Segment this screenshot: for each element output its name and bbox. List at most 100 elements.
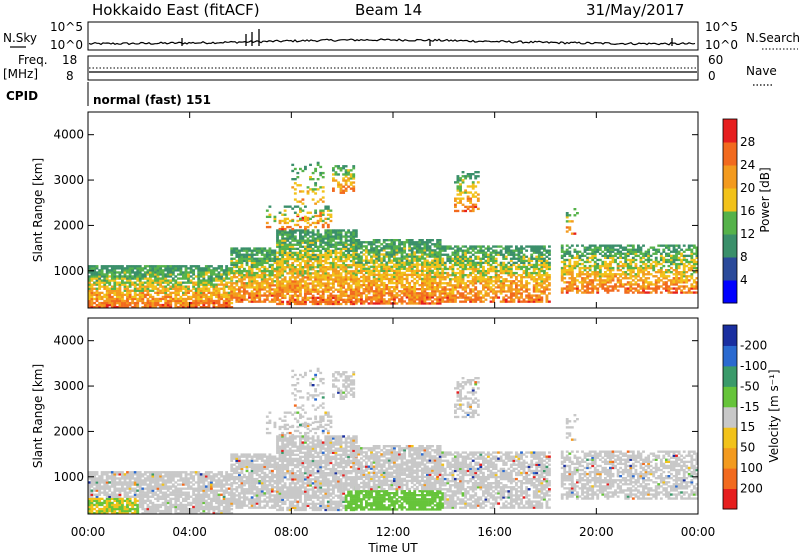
heatmap-cell [286, 246, 289, 248]
heatmap-cell [192, 300, 195, 302]
heatmap-cell [337, 260, 340, 262]
heatmap-cell [289, 282, 292, 284]
heatmap-cell [495, 266, 498, 268]
heatmap-cell [230, 264, 233, 266]
heatmap-cell [391, 243, 394, 245]
heatmap-cell [345, 231, 348, 233]
heatmap-cell [304, 264, 307, 266]
heatmap-cell [594, 247, 597, 249]
heatmap-cell [469, 252, 472, 254]
heatmap-cell [197, 298, 200, 300]
heatmap-cell [218, 277, 221, 279]
heatmap-cell [429, 272, 432, 274]
heatmap-cell [543, 262, 546, 264]
heatmap-cell [337, 248, 340, 250]
heatmap-cell [441, 258, 444, 260]
heatmap-cell [147, 290, 150, 292]
heatmap-cell [276, 268, 279, 270]
heatmap-cell [238, 250, 241, 252]
heatmap-cell [139, 275, 142, 277]
heatmap-cell [233, 270, 236, 272]
heatmap-cell [581, 285, 584, 287]
heatmap-cell [340, 268, 343, 270]
heatmap-cell [342, 266, 345, 268]
heatmap-cell [108, 294, 111, 296]
heatmap-cell [500, 254, 503, 256]
heatmap-cell [479, 282, 482, 284]
heatmap-cell [502, 299, 505, 301]
heatmap-cell [302, 303, 305, 305]
heatmap-cell [403, 292, 406, 294]
heatmap-cell [589, 253, 592, 255]
heatmap-cell [378, 280, 381, 282]
heatmap-cell [444, 294, 447, 296]
heatmap-cell [391, 274, 394, 276]
heatmap-cell [657, 281, 660, 283]
heatmap-cell [464, 252, 467, 254]
heatmap-cell [139, 265, 142, 267]
heatmap-cell [485, 278, 488, 280]
heatmap-cell [607, 277, 610, 279]
heatmap-cell [474, 256, 477, 258]
heatmap-cell [281, 274, 284, 276]
heatmap-cell [518, 247, 521, 249]
heatmap-cell [469, 262, 472, 264]
heatmap-cell [568, 259, 571, 261]
heatmap-cell [243, 276, 246, 278]
heatmap-cell [530, 266, 533, 268]
heatmap-cell [141, 275, 144, 277]
heatmap-cell [312, 188, 315, 190]
heatmap-cell [434, 274, 437, 276]
heatmap-cell [434, 253, 437, 255]
heatmap-cell [299, 246, 302, 248]
heatmap-cell [312, 268, 315, 270]
heatmap-cell [385, 268, 388, 270]
heatmap-cell [276, 237, 279, 239]
heatmap-cell [568, 251, 571, 253]
heatmap-cell [187, 292, 190, 294]
heatmap-cell [535, 252, 538, 254]
heatmap-cell [388, 253, 391, 255]
heatmap-cell [467, 264, 470, 266]
heatmap-cell [235, 250, 238, 252]
heatmap-cell [563, 251, 566, 253]
heatmap-cell [332, 231, 335, 233]
heatmap-cell [365, 247, 368, 249]
heatmap-cell [497, 276, 500, 278]
heatmap-cell [391, 298, 394, 300]
heatmap-cell [375, 241, 378, 243]
heatmap-cell [258, 252, 261, 254]
heatmap-cell [337, 272, 340, 274]
heatmap-cell [317, 235, 320, 237]
heatmap-cell [274, 288, 277, 290]
heatmap-cell [363, 276, 366, 278]
heatmap-cell [604, 255, 607, 257]
heatmap-cell [464, 245, 467, 247]
heatmap-cell [347, 299, 350, 301]
heatmap-cell [251, 254, 254, 256]
heatmap-cell [327, 262, 330, 264]
heatmap-cell [535, 301, 538, 303]
heatmap-cell [462, 292, 465, 294]
heatmap-cell [352, 280, 355, 282]
heatmap-cell [540, 260, 543, 262]
heatmap-cell [474, 292, 477, 294]
heatmap-cell [675, 271, 678, 273]
heatmap-cell [629, 245, 632, 247]
heatmap-cell [411, 241, 414, 243]
heatmap-cell [157, 298, 160, 300]
heatmap-cell [454, 286, 457, 288]
heatmap-cell [162, 275, 165, 277]
heatmap-cell [510, 252, 513, 254]
heatmap-cell [594, 263, 597, 265]
heatmap-cell [337, 266, 340, 268]
heatmap-cell [505, 245, 508, 247]
heatmap-cell [380, 298, 383, 300]
heatmap-cell [444, 288, 447, 290]
heatmap-cell [238, 268, 241, 270]
heatmap-cell [398, 274, 401, 276]
heatmap-cell [472, 250, 475, 252]
heatmap-cell [342, 293, 345, 295]
heatmap-cell [241, 284, 244, 286]
heatmap-cell [144, 277, 147, 279]
